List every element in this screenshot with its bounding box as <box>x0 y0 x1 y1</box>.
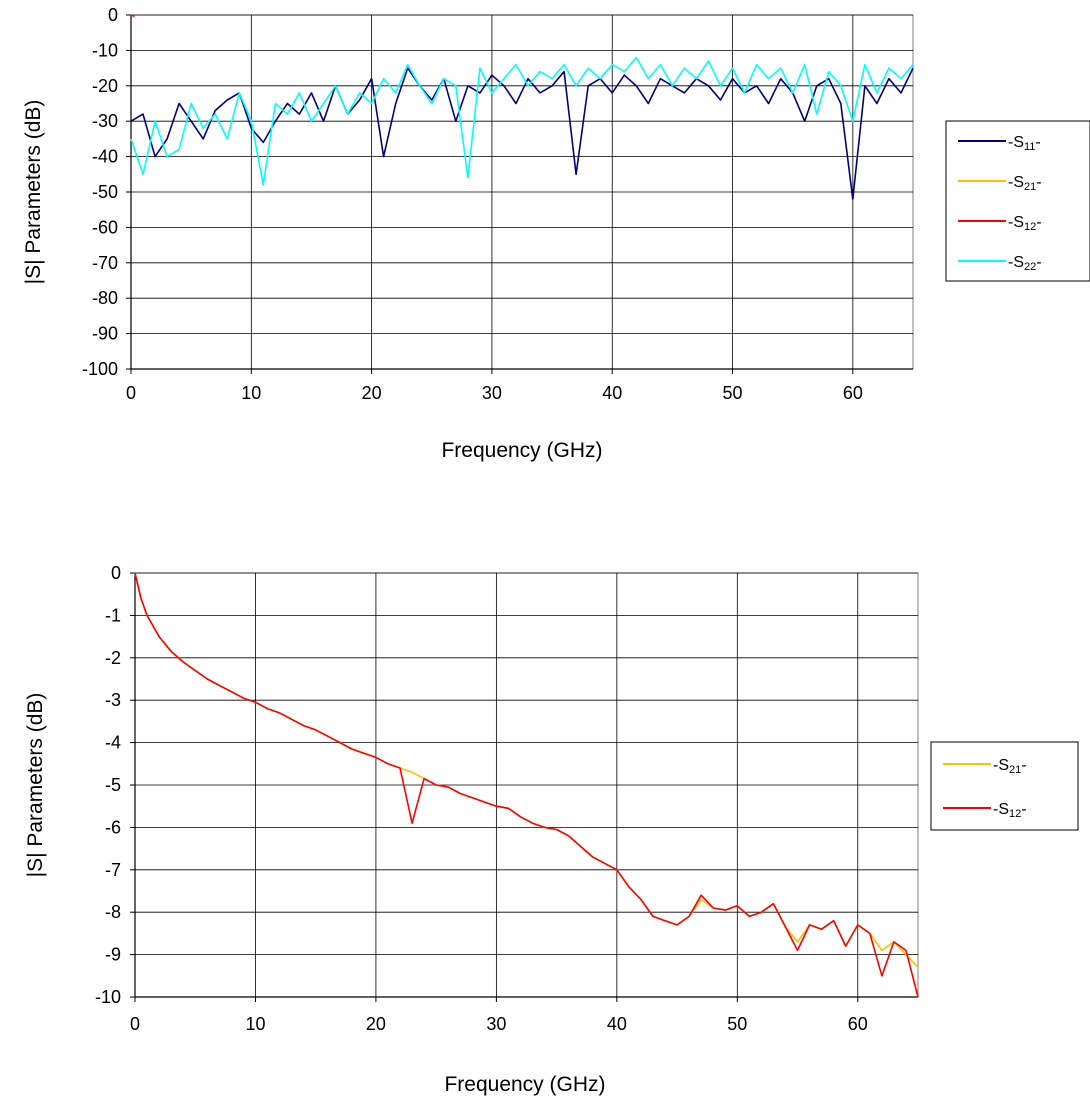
y-tick-label: -100 <box>82 359 118 379</box>
y-tick-label: -40 <box>92 147 118 167</box>
series-line-s11 <box>130 67 914 200</box>
x-tick-label: 30 <box>486 1014 506 1034</box>
x-tick-label: 10 <box>245 1014 265 1034</box>
y-tick-label: -3 <box>105 690 121 710</box>
y-tick-label: -30 <box>92 111 118 131</box>
legend-entry: -S21- <box>1008 174 1042 193</box>
y-tick-label: -6 <box>105 817 121 837</box>
y-tick-label: -10 <box>95 987 121 1007</box>
y-tick-label: 0 <box>111 563 121 583</box>
x-tick-label: 40 <box>602 383 622 403</box>
x-tick-label: 0 <box>130 1014 140 1034</box>
x-tick-label: 60 <box>848 1014 868 1034</box>
y-tick-label: -2 <box>105 648 121 668</box>
x-tick-label: 20 <box>362 383 382 403</box>
y-tick-label: -7 <box>105 860 121 880</box>
y-tick-label: 0 <box>108 5 118 25</box>
y-tick-label: -60 <box>92 217 118 237</box>
y-axis-title: |S| Parameters (dB) <box>22 100 45 285</box>
x-tick-label: 50 <box>727 1014 747 1034</box>
y-tick-label: -50 <box>92 182 118 202</box>
legend: -S21- -S12- <box>930 741 1079 831</box>
x-tick-label: 0 <box>126 383 136 403</box>
chart-1: 0 -10 -20 -30 -40 -50 -60 -70 -80 -90 -100 0 10 20 30 4… <box>22 5 1090 462</box>
x-tick-label: 50 <box>723 383 743 403</box>
y-tick-label: -9 <box>105 945 121 965</box>
legend-entry: -S11- <box>1008 134 1041 153</box>
y-tick-label: -70 <box>92 253 118 273</box>
x-axis-title: Frequency (GHz) <box>441 439 602 462</box>
series-line-s22 <box>130 56 914 186</box>
y-axis-title: |S| Parameters (dB) <box>24 693 47 878</box>
legend: -S11- -S21- -S12- -S22- <box>945 120 1090 282</box>
x-tick-label: 30 <box>482 383 502 403</box>
series-line-s12 <box>134 572 919 998</box>
x-tick-label: 10 <box>241 383 261 403</box>
legend-entry: -S22- <box>1008 254 1042 273</box>
x-tick-label: 60 <box>843 383 863 403</box>
y-tick-label: -4 <box>105 733 121 753</box>
legend-entry: -S12- <box>993 801 1027 820</box>
x-axis-title: Frequency (GHz) <box>444 1073 605 1096</box>
x-tick-label: 40 <box>607 1014 627 1034</box>
y-tick-label: -10 <box>92 40 118 60</box>
legend-entry: -S21- <box>993 757 1027 776</box>
chart-2: 0 -1 -2 -3 -4 -5 -6 -7 -8 -9 -10 0 10 20 30 40 50 60 Frequ… <box>24 563 1079 1096</box>
legend-entry: -S12- <box>1008 214 1042 233</box>
y-tick-label: -8 <box>105 902 121 922</box>
x-tick-label: 20 <box>366 1014 386 1034</box>
y-tick-label: -20 <box>92 76 118 96</box>
legend-box <box>945 120 1090 282</box>
y-tick-label: -5 <box>105 775 121 795</box>
y-tick-label: -1 <box>105 605 121 625</box>
y-tick-label: -80 <box>92 288 118 308</box>
legend-box <box>930 741 1079 831</box>
series-line-s12 <box>130 14 135 18</box>
y-tick-label: -90 <box>92 324 118 344</box>
